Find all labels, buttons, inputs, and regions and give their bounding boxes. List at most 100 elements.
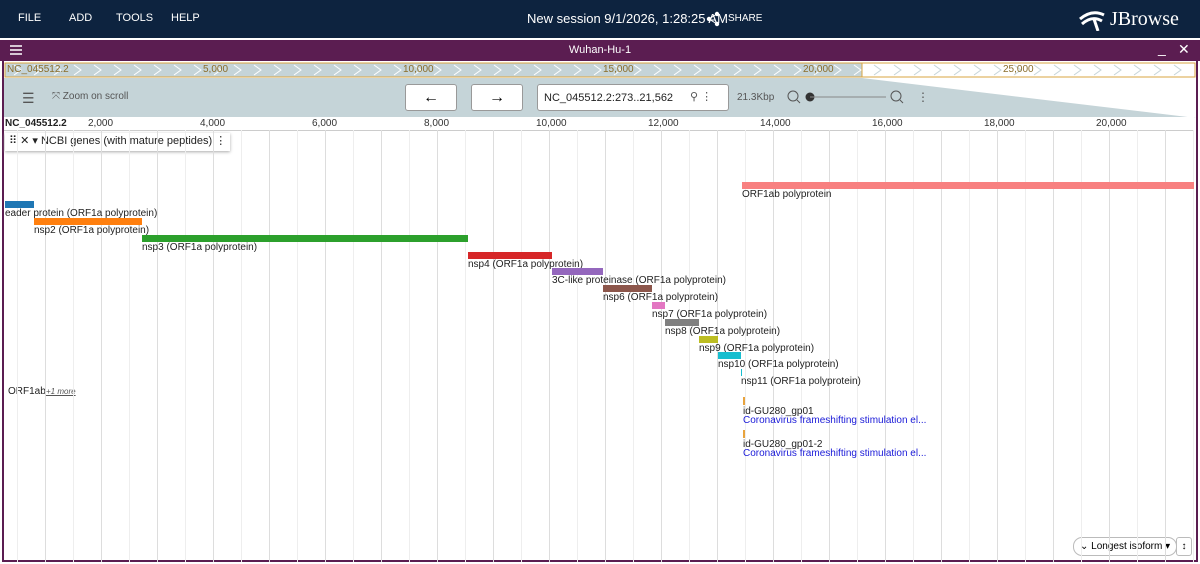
pan-right[interactable]: → (471, 84, 523, 111)
zoom-on-scroll[interactable]: ⤧ Zoom on scroll (52, 91, 129, 102)
feature (743, 430, 745, 438)
view-title-bar: Wuhan-Hu-1 _ ✕ (0, 40, 1200, 61)
grid-line (913, 130, 914, 562)
feature (652, 302, 665, 309)
ruler-refname: NC_045512.2 (5, 118, 67, 129)
feature (742, 182, 1194, 189)
ruler-tick: 8,000 (424, 118, 450, 129)
ruler (4, 117, 1194, 131)
isoform-select[interactable]: ⌄ Longest isoform ▾ (1073, 537, 1178, 556)
grid-line (689, 130, 690, 562)
feature-label: ORF1ab polyprotein (742, 189, 832, 200)
grid-line (73, 130, 74, 562)
grid-line (745, 130, 746, 562)
feature (743, 397, 745, 405)
logo: JBrowse (1110, 8, 1179, 30)
isoform-label: Longest isoform (1091, 541, 1163, 552)
feature (665, 319, 699, 326)
close-view[interactable]: ✕ (1178, 41, 1190, 57)
menu-help[interactable]: HELP (171, 12, 200, 24)
feature-label: id-GU280_gp01-2 (743, 439, 823, 450)
ruler-tick: 20,000 (1096, 118, 1127, 129)
feature-label: nsp2 (ORF1a polyprotein) (34, 225, 150, 236)
logo-icon (1079, 11, 1105, 31)
feature (142, 235, 468, 242)
overview-tick: 25,000 (1003, 64, 1034, 75)
grid-line (297, 130, 298, 562)
minimize[interactable]: _ (1158, 40, 1166, 56)
grid-line (857, 130, 858, 562)
grid-line (941, 130, 942, 562)
pan-left[interactable]: ← (405, 84, 457, 111)
expand-button[interactable]: ↕ (1176, 537, 1192, 556)
gene-label: ORF1ab (8, 386, 46, 397)
ruler-tick: 12,000 (648, 118, 679, 129)
menu-file[interactable]: FILE (18, 12, 42, 24)
menu-tools[interactable]: TOOLS (116, 12, 154, 24)
ruler-tick: 14,000 (760, 118, 791, 129)
grid-line (409, 130, 410, 562)
grid-line (241, 130, 242, 562)
locstring-box[interactable]: NC_045512.2:273..21,562 ⚲ ⋮ (537, 84, 729, 111)
feature-label: nsp3 (ORF1a polyprotein) (142, 242, 258, 253)
overview-tick: 15,000 (603, 64, 634, 75)
feature-description: Coronavirus frameshifting stimulation el… (743, 448, 927, 459)
session-title: New session 9/1/2026, 1:28:25 AM (527, 11, 728, 26)
grid-line (633, 130, 634, 562)
feature-label: eader protein (ORF1a polyprotein) (5, 208, 158, 219)
grid-line (521, 130, 522, 562)
search-icon[interactable]: ⚲ ⋮ (690, 91, 713, 103)
feature-label: nsp6 (ORF1a polyprotein) (603, 292, 719, 303)
grid-line (1081, 130, 1082, 562)
track-selector[interactable]: ☰ (22, 90, 35, 106)
grid-line (969, 130, 970, 562)
track-name: NCBI genes (with mature peptides) (40, 135, 213, 147)
overview-tick: 5,000 (203, 64, 229, 75)
grid-line (353, 130, 354, 562)
grid-line (1053, 130, 1054, 562)
svg-text:⋮: ⋮ (917, 90, 929, 104)
grid-line (997, 130, 998, 562)
feature-description: Coronavirus frameshifting stimulation el… (743, 415, 927, 426)
feature-label: 3C-like proteinase (ORF1a polyprotein) (552, 275, 726, 286)
ruler-tick: 16,000 (872, 118, 903, 129)
overview-refname: NC_045512.2 (7, 64, 69, 75)
grid-line (185, 130, 186, 562)
grid-line (325, 130, 326, 562)
feature (34, 218, 142, 225)
grid-line (605, 130, 606, 562)
grid-line (801, 130, 802, 562)
feature-label: nsp8 (ORF1a polyprotein) (665, 326, 781, 337)
view-menu[interactable] (10, 45, 22, 55)
feature-label: nsp11 (ORF1a polyprotein) (741, 376, 861, 387)
feature-label: nsp4 (ORF1a polyprotein) (468, 259, 584, 270)
zoom-slider[interactable]: ⋮ (786, 88, 936, 106)
grid-line (1193, 130, 1194, 562)
menu-add[interactable]: ADD (69, 12, 93, 24)
feature (718, 352, 741, 359)
grid-line (717, 130, 718, 562)
view (2, 40, 1198, 562)
grid-line (885, 130, 886, 562)
overview-tick: 10,000 (403, 64, 434, 75)
grid-line (269, 130, 270, 562)
track-label[interactable]: ⠿ ✕ ▾ NCBI genes (with mature peptides) … (5, 133, 231, 151)
more-link[interactable]: +1 more (46, 387, 76, 396)
share-button[interactable]: SHARE (728, 13, 763, 24)
feature-label: id-GU280_gp01 (743, 406, 814, 417)
grid-line (661, 130, 662, 562)
grid-line (829, 130, 830, 562)
span: 21.3Kbp (737, 92, 775, 103)
grid-line (45, 130, 46, 562)
locstring: NC_045512.2:273..21,562 (544, 92, 674, 104)
grid-line (577, 130, 578, 562)
share-icon[interactable] (706, 11, 720, 27)
ruler-tick: 10,000 (536, 118, 567, 129)
feature-label: nsp9 (ORF1a polyprotein) (699, 343, 815, 354)
grid-line (1137, 130, 1138, 562)
feature (468, 252, 552, 259)
grid-line (465, 130, 466, 562)
feature (603, 285, 652, 292)
ruler-tick: 4,000 (200, 118, 226, 129)
